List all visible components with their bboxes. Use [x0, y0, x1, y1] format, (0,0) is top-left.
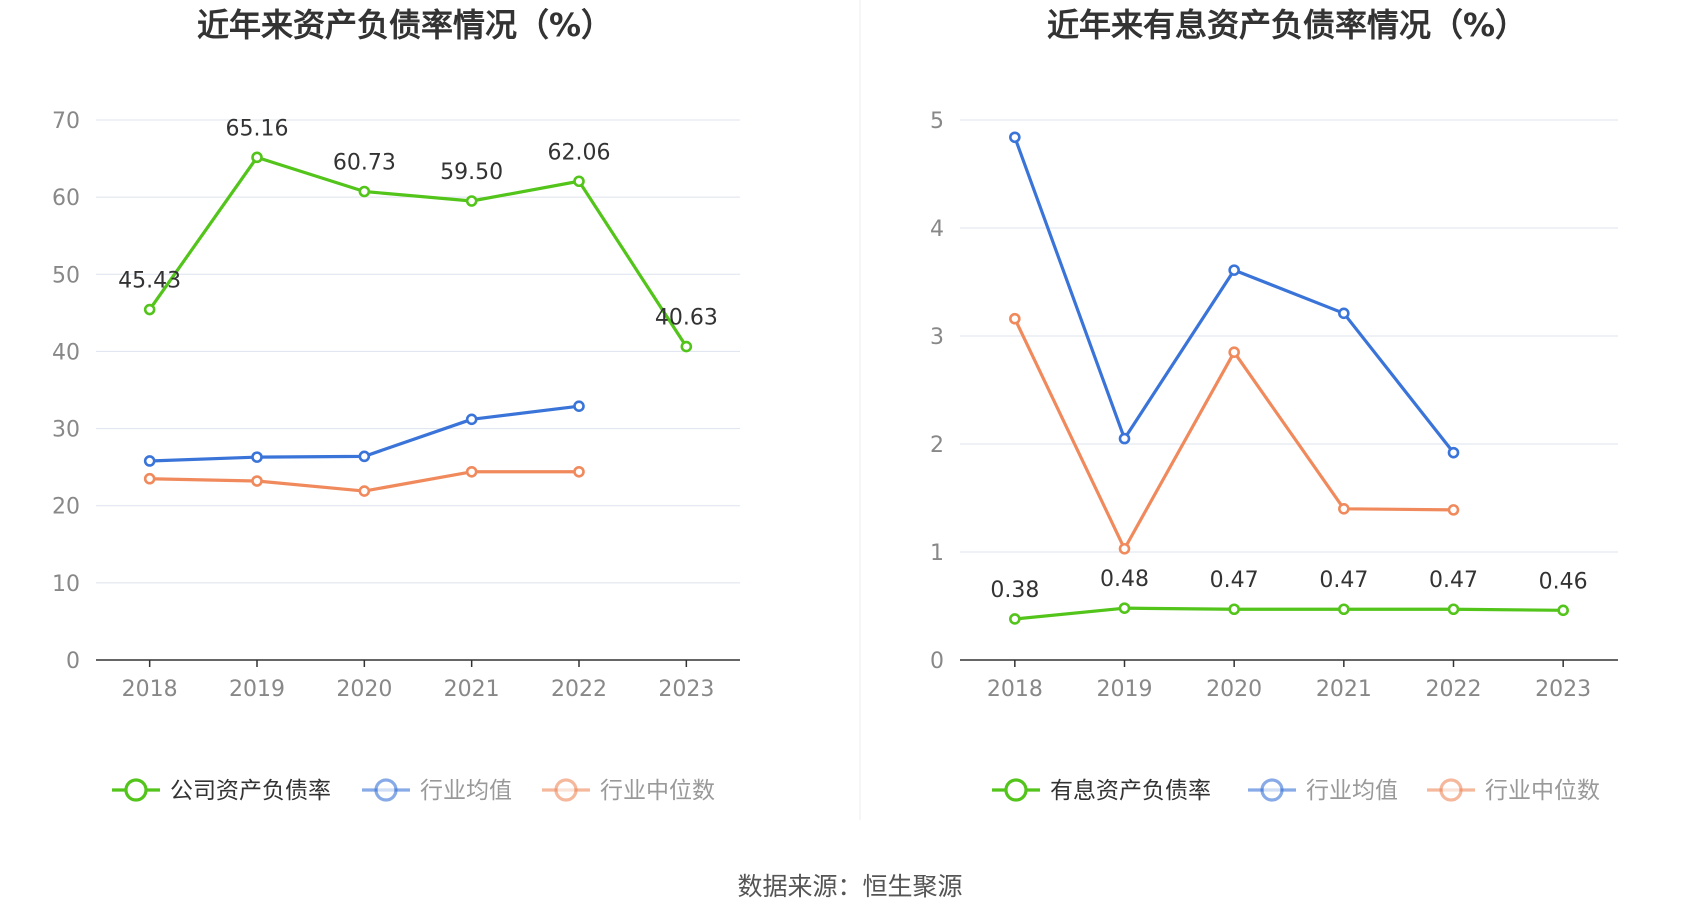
x-tick-label: 2022 — [551, 677, 607, 702]
data-label: 0.47 — [1210, 568, 1259, 593]
data-label: 0.46 — [1539, 569, 1588, 594]
y-tick-label: 1 — [930, 541, 944, 566]
data-label: 65.16 — [226, 116, 289, 141]
data-point[interactable] — [573, 175, 585, 188]
x-tick-label: 2021 — [444, 677, 500, 702]
data-point[interactable] — [1118, 432, 1131, 445]
legend-marker-circle[interactable] — [124, 778, 148, 802]
data-point[interactable] — [251, 475, 263, 487]
legend-marker-circle[interactable] — [1004, 778, 1028, 802]
data-point[interactable] — [465, 465, 478, 478]
data-point[interactable] — [358, 485, 371, 497]
data-point[interactable] — [143, 472, 156, 485]
data-label: 60.73 — [333, 151, 396, 176]
y-tick-label: 4 — [930, 217, 944, 242]
data-point[interactable] — [143, 455, 156, 467]
data-point[interactable] — [1338, 603, 1350, 616]
series-line-1 — [1013, 136, 1455, 454]
y-tick-label: 40 — [52, 340, 80, 365]
data-point[interactable] — [358, 450, 371, 463]
x-tick-label: 2021 — [1316, 677, 1372, 702]
data-point[interactable] — [1228, 346, 1240, 359]
data-point[interactable] — [1557, 604, 1569, 617]
legend-label[interactable]: 行业中位数 — [600, 778, 715, 804]
data-point[interactable] — [1009, 613, 1021, 625]
legend-label[interactable]: 有息资产负债率 — [1050, 778, 1211, 804]
y-tick-label: 50 — [52, 263, 80, 288]
x-tick-label: 2018 — [987, 677, 1043, 702]
data-label: 0.47 — [1319, 568, 1368, 593]
legend-marker-circle[interactable] — [1439, 778, 1463, 802]
data-label: 0.48 — [1100, 567, 1149, 592]
y-tick-label: 10 — [52, 572, 80, 597]
x-tick-label: 2018 — [122, 677, 178, 702]
legend-marker-circle[interactable] — [1260, 778, 1284, 802]
data-point[interactable] — [573, 400, 585, 413]
data-point[interactable] — [358, 185, 371, 198]
data-label: 45.43 — [118, 269, 181, 294]
legend-marker-circle[interactable] — [374, 778, 398, 802]
y-tick-label: 60 — [52, 186, 80, 211]
data-point[interactable] — [1447, 446, 1460, 459]
data-label: 0.47 — [1429, 568, 1478, 593]
series-line-0 — [148, 155, 688, 348]
data-label: 0.38 — [990, 578, 1039, 603]
x-tick-label: 2020 — [336, 677, 392, 702]
data-point[interactable] — [1009, 312, 1021, 325]
y-tick-label: 3 — [930, 325, 944, 350]
legend-label[interactable]: 公司资产负债率 — [170, 778, 331, 804]
x-tick-label: 2022 — [1426, 677, 1482, 702]
data-point[interactable] — [465, 195, 478, 207]
data-point[interactable] — [1447, 603, 1460, 616]
data-point[interactable] — [465, 413, 478, 426]
data-point[interactable] — [1447, 504, 1460, 516]
y-tick-label: 5 — [930, 109, 944, 134]
y-tick-label: 0 — [66, 649, 80, 674]
y-tick-label: 20 — [52, 495, 80, 520]
y-tick-label: 2 — [930, 433, 944, 458]
x-tick-label: 2020 — [1206, 677, 1262, 702]
data-point[interactable] — [251, 451, 263, 463]
x-tick-label: 2019 — [229, 677, 285, 702]
data-label: 59.50 — [440, 160, 503, 185]
data-point[interactable] — [1228, 264, 1240, 276]
data-point[interactable] — [1118, 602, 1131, 614]
x-tick-label: 2019 — [1097, 677, 1153, 702]
legend-label[interactable]: 行业中位数 — [1485, 778, 1600, 804]
data-label: 62.06 — [548, 140, 611, 165]
legend-label[interactable]: 行业均值 — [420, 778, 512, 804]
y-tick-label: 70 — [52, 109, 80, 134]
series-line-0 — [1014, 606, 1564, 621]
data-point[interactable] — [1338, 307, 1350, 320]
data-point[interactable] — [251, 151, 263, 164]
x-tick-label: 2023 — [1535, 677, 1591, 702]
data-point[interactable] — [1118, 542, 1131, 555]
y-tick-label: 30 — [52, 418, 80, 443]
data-point[interactable] — [573, 465, 585, 478]
chart-title: 近年来有息资产负债率情况（%） — [1047, 6, 1527, 44]
data-point[interactable] — [1338, 502, 1350, 515]
legend-label[interactable]: 行业均值 — [1306, 778, 1398, 804]
x-tick-label: 2023 — [658, 677, 714, 702]
y-tick-label: 0 — [930, 649, 944, 674]
legend-marker-circle[interactable] — [554, 778, 578, 802]
chart-title: 近年来资产负债率情况（%） — [197, 6, 613, 44]
data-label: 40.63 — [655, 306, 718, 331]
source-label: 数据来源：恒生聚源 — [737, 872, 962, 901]
data-point[interactable] — [143, 303, 156, 316]
data-point[interactable] — [680, 340, 693, 353]
data-point[interactable] — [1228, 603, 1240, 616]
data-point[interactable] — [1009, 131, 1021, 144]
